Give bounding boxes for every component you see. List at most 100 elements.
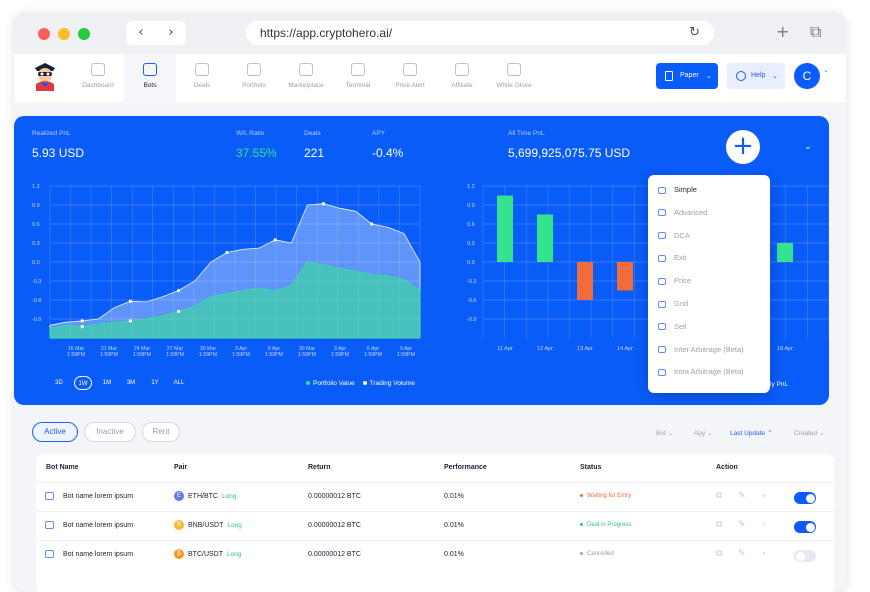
document-icon bbox=[658, 346, 666, 354]
bot-name[interactable]: Bot name lorem ipsum bbox=[63, 493, 134, 500]
edit-icon[interactable]: ✎ bbox=[738, 491, 746, 501]
x-tick-time: 1:59PM bbox=[397, 352, 415, 358]
edit-icon[interactable]: ✎ bbox=[738, 549, 746, 559]
coin-icon: ₿ bbox=[174, 549, 184, 559]
bot-type-simple[interactable]: Simple bbox=[648, 179, 770, 202]
nav-item-dashboard[interactable]: Dashboard bbox=[72, 54, 124, 102]
tab-active[interactable]: Active bbox=[32, 422, 78, 442]
col-header-status[interactable]: Status bbox=[580, 464, 602, 471]
y-tick-label: -0.3 bbox=[467, 279, 476, 285]
chevron-down-icon[interactable]: ⌄ bbox=[823, 66, 829, 74]
sort-created[interactable]: Created ⌄ bbox=[794, 429, 825, 437]
add-bot-button[interactable]: + bbox=[726, 130, 760, 164]
nav-item-deals[interactable]: Deals bbox=[176, 54, 228, 102]
avatar[interactable]: C bbox=[794, 63, 820, 89]
y-tick-label: -0.3 bbox=[32, 279, 41, 285]
col-header-return[interactable]: Return bbox=[308, 464, 331, 471]
cryptohero-logo-icon[interactable] bbox=[32, 62, 58, 92]
range-3m[interactable]: 3M bbox=[126, 380, 136, 386]
pair-label: BNB/USDT bbox=[188, 521, 224, 529]
bot-enabled-toggle[interactable] bbox=[794, 492, 816, 504]
x-tick-time: 1:59PM bbox=[133, 352, 151, 358]
sort-last-update[interactable]: Last Update ⌃ bbox=[730, 429, 773, 437]
range-3d[interactable]: 3D bbox=[55, 380, 63, 386]
bot-name[interactable]: Bot name lorem ipsum bbox=[63, 551, 134, 558]
bot-type-price[interactable]: Price bbox=[648, 270, 770, 293]
bot-type-intra-arbitrage-beta[interactable]: Intra Arbitrage (Beta) bbox=[648, 361, 770, 384]
bell-icon bbox=[403, 63, 417, 76]
portfolio-value-legend-dot bbox=[306, 380, 310, 385]
bot-type-label: Inter Arbitrage (Beta) bbox=[674, 344, 744, 354]
help-button[interactable]: Help ⌄ bbox=[727, 63, 785, 89]
bot-type-sell[interactable]: Sell bbox=[648, 316, 770, 339]
back-button[interactable]: ‹ bbox=[138, 25, 144, 40]
bot-type-inter-arbitrage-beta[interactable]: Inter Arbitrage (Beta) bbox=[648, 339, 770, 362]
swap-icon bbox=[658, 368, 666, 376]
table-row[interactable]: Bot name lorem ipsum ₿ BTC/USDT Long 0.00000… bbox=[36, 540, 834, 569]
minimize-window-button[interactable] bbox=[58, 28, 70, 40]
nav-item-white-glove[interactable]: White Glove bbox=[488, 54, 540, 102]
tab-rent[interactable]: Rent bbox=[142, 422, 180, 442]
nav-item-bots[interactable]: Bots bbox=[124, 54, 176, 102]
sort-bot[interactable]: Bot ⌄ bbox=[656, 429, 673, 437]
question-icon bbox=[736, 71, 746, 81]
bot-name[interactable]: Bot name lorem ipsum bbox=[63, 522, 134, 529]
toggle-knob bbox=[805, 522, 815, 532]
bot-type-advanced[interactable]: Advanced bbox=[648, 202, 770, 225]
bar-chart-legend: ly PnL bbox=[770, 381, 789, 388]
bot-type-grid[interactable]: Grid bbox=[648, 293, 770, 316]
nav-item-label: Marketplace bbox=[288, 82, 324, 89]
col-header-bot-name[interactable]: Bot Name bbox=[46, 464, 79, 471]
chevron-right-icon[interactable]: › bbox=[762, 491, 766, 501]
zoom-window-button[interactable] bbox=[78, 28, 90, 40]
copy-icon[interactable]: ⧉ bbox=[716, 520, 723, 530]
bot-type-exit[interactable]: Exit bbox=[648, 247, 770, 270]
wl-ratio-label: W/L Ratio bbox=[236, 130, 265, 137]
status-label: Deal in Progress bbox=[587, 522, 632, 528]
range-1w[interactable]: 1W bbox=[74, 376, 92, 390]
chart-up-icon bbox=[658, 232, 666, 240]
pair-cell: E ETH/BTC Long bbox=[174, 491, 236, 501]
sort-apy[interactable]: Apy ⌄ bbox=[694, 429, 713, 437]
x-tick-time: 1:59PM bbox=[232, 352, 250, 358]
table-row[interactable]: Bot name lorem ipsum E ETH/BTC Long 0.000000… bbox=[36, 482, 834, 511]
reload-icon[interactable]: ↻ bbox=[689, 25, 700, 40]
sort-label: Created bbox=[794, 430, 818, 437]
col-header-performance[interactable]: Performance bbox=[444, 464, 487, 471]
x-tick-time: 1:59PM bbox=[166, 352, 184, 358]
nav-item-portfolio[interactable]: Portfolio bbox=[228, 54, 280, 102]
new-tab-icon[interactable]: + bbox=[776, 22, 790, 41]
nav-item-price-alert[interactable]: Price Alert bbox=[384, 54, 436, 102]
x-tick-date: 18 Apr bbox=[777, 346, 793, 352]
nav-item-terminal[interactable]: Terminal bbox=[332, 54, 384, 102]
status-label: Cancelled bbox=[587, 551, 614, 557]
apy-value: -0.4% bbox=[372, 146, 404, 160]
tab-inactive[interactable]: Inactive bbox=[84, 422, 136, 442]
address-bar[interactable]: https://app.cryptohero.ai/ ↻ bbox=[246, 21, 714, 45]
side-label: Long bbox=[227, 550, 242, 558]
copy-icon[interactable]: ⧉ bbox=[716, 491, 723, 501]
close-window-button[interactable] bbox=[38, 28, 50, 40]
col-header-pair[interactable]: Pair bbox=[174, 464, 188, 471]
sort-label: Last Update bbox=[730, 430, 766, 437]
copy-icon[interactable]: ⧉ bbox=[716, 549, 723, 559]
nav-item-marketplace[interactable]: Marketplace bbox=[280, 54, 332, 102]
bot-enabled-toggle[interactable] bbox=[794, 550, 816, 562]
table-row[interactable]: Bot name lorem ipsum B BNB/USDT Long 0.00000… bbox=[36, 511, 834, 540]
bot-enabled-toggle[interactable] bbox=[794, 521, 816, 533]
edit-icon[interactable]: ✎ bbox=[738, 520, 746, 530]
expand-panel-icon[interactable]: ⌄ bbox=[804, 142, 812, 152]
range-all[interactable]: ALL bbox=[173, 380, 185, 386]
chevron-right-icon[interactable]: › bbox=[762, 549, 766, 559]
range-1y[interactable]: 1Y bbox=[151, 380, 159, 386]
affiliate-icon bbox=[455, 63, 469, 76]
paper-mode-button[interactable]: Paper ⌄ bbox=[656, 63, 718, 89]
pnl-bar bbox=[577, 262, 593, 300]
nav-item-affiliate[interactable]: Affiliate bbox=[436, 54, 488, 102]
x-tick-date: 27 Mar bbox=[167, 346, 183, 352]
chevron-right-icon[interactable]: › bbox=[762, 520, 766, 530]
bot-type-dca[interactable]: DCA bbox=[648, 225, 770, 248]
forward-button[interactable]: › bbox=[168, 25, 174, 40]
range-1m[interactable]: 1M bbox=[102, 380, 112, 386]
tab-overview-icon[interactable]: ⧉ bbox=[810, 22, 822, 41]
